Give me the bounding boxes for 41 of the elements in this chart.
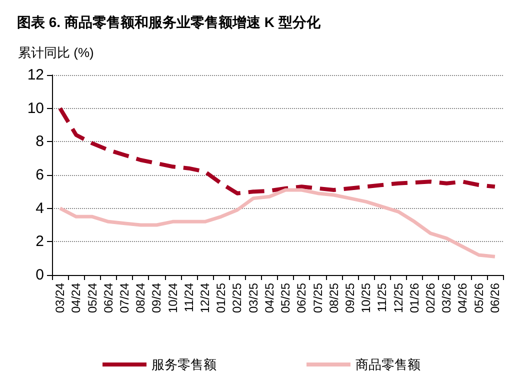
legend-label: 商品零售额 — [356, 357, 420, 372]
x-tick-label: 08/24 — [134, 282, 148, 314]
x-tick-label: 05/24 — [85, 282, 100, 314]
x-tick-label: 03/24 — [53, 282, 68, 314]
y-tick-label: 4 — [36, 200, 44, 217]
y-tick-label: 2 — [36, 233, 44, 250]
y-tick-label: 8 — [36, 133, 44, 150]
legend-label: 服务零售额 — [152, 357, 216, 372]
x-tick-label: 02/26 — [424, 282, 438, 314]
x-tick-label: 05/25 — [278, 282, 293, 314]
x-tick-label: 02/25 — [230, 282, 244, 314]
line-series — [58, 188, 497, 258]
y-tick-label: 10 — [27, 100, 44, 117]
y-tick-label: 12 — [27, 66, 44, 84]
x-tick-label: 07/25 — [310, 282, 325, 314]
x-tick-label: 04/24 — [69, 282, 84, 314]
y-axis-title: 累计同比 (%) — [18, 45, 94, 60]
x-tick-label: 07/24 — [117, 282, 132, 314]
chart-title: 图表 6. 商品零售额和服务业零售额增速 K 型分化 — [17, 14, 322, 30]
x-tick-label: 05/26 — [472, 282, 486, 314]
y-tick-label: 6 — [36, 166, 44, 184]
x-tick-label: 09/24 — [150, 282, 164, 314]
x-tick-label: 06/25 — [294, 282, 309, 314]
x-tick-label: 11/25 — [375, 282, 390, 312]
x-tick-label: 12/25 — [391, 282, 406, 314]
x-tick-label: 03/26 — [440, 282, 454, 314]
x-tick-label: 10/25 — [359, 282, 374, 314]
x-tick-label: 04/25 — [262, 282, 276, 314]
x-tick-label: 01/25 — [214, 282, 228, 314]
line-series — [58, 106, 497, 196]
x-tick-label: 10/24 — [166, 282, 180, 314]
x-tick-label: 11/24 — [182, 282, 196, 312]
x-tick-label: 12/24 — [198, 282, 212, 314]
y-tick-label: 0 — [36, 266, 44, 284]
x-tick-label: 08/25 — [326, 282, 341, 314]
x-tick-label: 06/26 — [488, 282, 502, 314]
x-tick-label: 04/26 — [456, 282, 470, 314]
x-tick-label: 03/25 — [246, 282, 260, 314]
x-tick-label: 01/26 — [407, 282, 422, 314]
x-tick-label: 06/24 — [101, 282, 116, 314]
x-tick-label: 09/25 — [342, 282, 357, 314]
